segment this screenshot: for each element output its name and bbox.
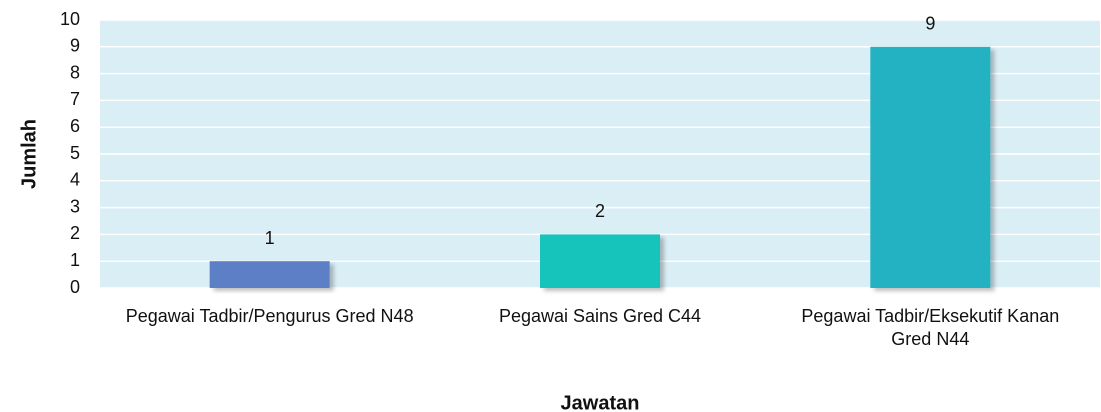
y-tick-label: 2: [70, 223, 80, 243]
y-tick-label: 9: [70, 36, 80, 56]
data-label: 1: [265, 228, 275, 248]
y-axis-title: Jumlah: [18, 119, 40, 189]
x-tick-label: Pegawai Tadbir/Pengurus Gred N48: [125, 306, 414, 326]
y-tick-label: 0: [70, 277, 80, 297]
x-tick-label: Pegawai Tadbir/Eksekutif Kanan Gred N44: [801, 306, 1060, 349]
x-axis-title: Jawatan: [561, 392, 640, 412]
y-tick-label: 8: [70, 62, 80, 82]
bar: [870, 46, 991, 288]
y-tick-label: 7: [70, 89, 80, 109]
y-tick-label: 10: [60, 9, 80, 29]
y-tick-label: 3: [70, 196, 80, 216]
data-label: 2: [595, 201, 605, 221]
data-label: 9: [925, 14, 935, 34]
bar: [209, 261, 330, 288]
bar: [540, 234, 660, 288]
y-tick-label: 1: [70, 250, 80, 270]
y-tick-label: 6: [70, 116, 80, 136]
x-tick-label: Pegawai Sains Gred C44: [498, 306, 702, 326]
y-tick-label: 4: [70, 170, 80, 190]
y-tick-label: 5: [70, 143, 80, 163]
